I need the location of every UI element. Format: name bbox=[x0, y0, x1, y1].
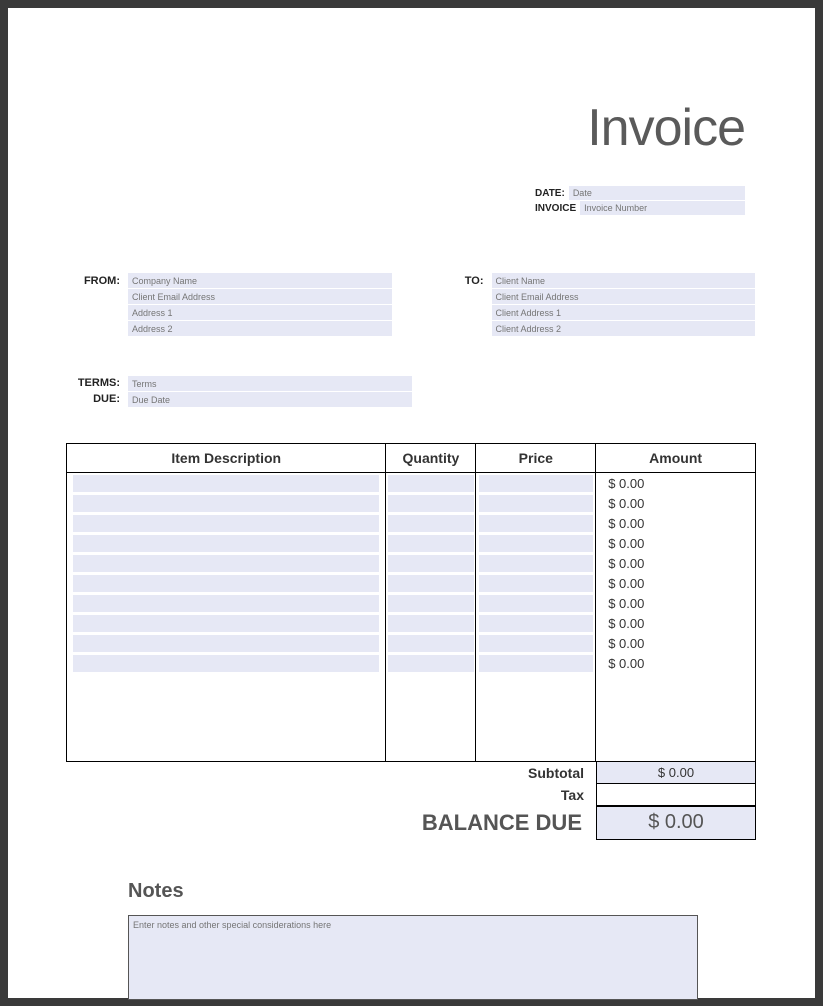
table-row: $ 0.00 bbox=[67, 513, 756, 533]
item-amount-cell: $ 0.00 bbox=[596, 633, 756, 653]
table-spacer-row bbox=[67, 717, 756, 761]
from-address1-input[interactable] bbox=[128, 305, 392, 320]
item-desc-input[interactable] bbox=[73, 495, 379, 512]
item-qty-input[interactable] bbox=[388, 555, 473, 572]
table-row: $ 0.00 bbox=[67, 653, 756, 673]
item-qty-input[interactable] bbox=[388, 615, 473, 632]
table-row: $ 0.00 bbox=[67, 553, 756, 573]
table-row: $ 0.00 bbox=[67, 633, 756, 653]
totals-block: Subtotal $ 0.00 Tax BALANCE DUE $ 0.00 bbox=[66, 762, 756, 840]
item-desc-input[interactable] bbox=[73, 535, 379, 552]
item-price-input[interactable] bbox=[479, 635, 593, 652]
item-qty-input[interactable] bbox=[388, 635, 473, 652]
item-price-input[interactable] bbox=[479, 595, 593, 612]
item-price-input[interactable] bbox=[479, 535, 593, 552]
item-qty-input[interactable] bbox=[388, 595, 473, 612]
to-email-input[interactable] bbox=[492, 289, 756, 304]
item-desc-input[interactable] bbox=[73, 555, 379, 572]
terms-input[interactable] bbox=[128, 376, 412, 391]
item-amount-cell: $ 0.00 bbox=[596, 473, 756, 494]
parties-block: FROM: TO: bbox=[68, 273, 755, 336]
from-block: FROM: bbox=[68, 273, 392, 336]
item-desc-input[interactable] bbox=[73, 615, 379, 632]
item-qty-input[interactable] bbox=[388, 535, 473, 552]
item-desc-input[interactable] bbox=[73, 655, 379, 672]
page-title: Invoice bbox=[68, 98, 745, 158]
table-row: $ 0.00 bbox=[67, 473, 756, 494]
item-price-input[interactable] bbox=[479, 615, 593, 632]
due-date-input[interactable] bbox=[128, 392, 412, 407]
invoice-page: Invoice DATE: INVOICE FROM: TO: bbox=[8, 8, 815, 998]
item-desc-input[interactable] bbox=[73, 635, 379, 652]
from-company-input[interactable] bbox=[128, 273, 392, 288]
from-label: FROM: bbox=[68, 273, 128, 336]
header-description: Item Description bbox=[67, 444, 386, 473]
item-amount-cell: $ 0.00 bbox=[596, 613, 756, 633]
item-desc-input[interactable] bbox=[73, 515, 379, 532]
table-row: $ 0.00 bbox=[67, 613, 756, 633]
item-amount-cell: $ 0.00 bbox=[596, 573, 756, 593]
due-label: DUE: bbox=[68, 392, 120, 408]
balance-due-value: $ 0.00 bbox=[596, 806, 756, 840]
date-input[interactable] bbox=[569, 186, 745, 200]
item-amount-cell: $ 0.00 bbox=[596, 653, 756, 673]
table-row: $ 0.00 bbox=[67, 573, 756, 593]
item-desc-input[interactable] bbox=[73, 475, 379, 492]
item-desc-input[interactable] bbox=[73, 575, 379, 592]
tax-value bbox=[596, 784, 756, 806]
item-price-input[interactable] bbox=[479, 515, 593, 532]
item-qty-input[interactable] bbox=[388, 575, 473, 592]
date-label: DATE: bbox=[535, 188, 565, 199]
item-qty-input[interactable] bbox=[388, 515, 473, 532]
to-block: TO: bbox=[432, 273, 756, 336]
to-address2-input[interactable] bbox=[492, 321, 756, 336]
item-price-input[interactable] bbox=[479, 495, 593, 512]
item-amount-cell: $ 0.00 bbox=[596, 533, 756, 553]
from-email-input[interactable] bbox=[128, 289, 392, 304]
balance-due-label: BALANCE DUE bbox=[66, 810, 596, 836]
table-row: $ 0.00 bbox=[67, 593, 756, 613]
item-qty-input[interactable] bbox=[388, 655, 473, 672]
notes-title: Notes bbox=[128, 880, 755, 903]
item-price-input[interactable] bbox=[479, 655, 593, 672]
notes-textarea[interactable] bbox=[128, 915, 698, 1000]
item-amount-cell: $ 0.00 bbox=[596, 553, 756, 573]
table-row: $ 0.00 bbox=[67, 533, 756, 553]
from-address2-input[interactable] bbox=[128, 321, 392, 336]
header-amount: Amount bbox=[596, 444, 756, 473]
subtotal-label: Subtotal bbox=[66, 765, 596, 781]
tax-label: Tax bbox=[66, 787, 596, 803]
header-quantity: Quantity bbox=[386, 444, 476, 473]
item-qty-input[interactable] bbox=[388, 495, 473, 512]
subtotal-value: $ 0.00 bbox=[596, 762, 756, 784]
item-price-input[interactable] bbox=[479, 475, 593, 492]
item-amount-cell: $ 0.00 bbox=[596, 493, 756, 513]
item-price-input[interactable] bbox=[479, 575, 593, 592]
invoice-number-input[interactable] bbox=[580, 201, 745, 215]
table-spacer-row bbox=[67, 673, 756, 717]
table-row: $ 0.00 bbox=[67, 493, 756, 513]
terms-label: TERMS: bbox=[68, 376, 120, 392]
invoice-number-label: INVOICE bbox=[535, 203, 576, 214]
to-name-input[interactable] bbox=[492, 273, 756, 288]
item-qty-input[interactable] bbox=[388, 475, 473, 492]
meta-block: DATE: INVOICE bbox=[535, 186, 745, 216]
to-address1-input[interactable] bbox=[492, 305, 756, 320]
item-desc-input[interactable] bbox=[73, 595, 379, 612]
item-price-input[interactable] bbox=[479, 555, 593, 572]
item-amount-cell: $ 0.00 bbox=[596, 593, 756, 613]
items-table: Item Description Quantity Price Amount $… bbox=[66, 443, 756, 762]
item-amount-cell: $ 0.00 bbox=[596, 513, 756, 533]
to-label: TO: bbox=[432, 273, 492, 336]
terms-block: TERMS: DUE: bbox=[68, 376, 412, 408]
header-price: Price bbox=[476, 444, 596, 473]
